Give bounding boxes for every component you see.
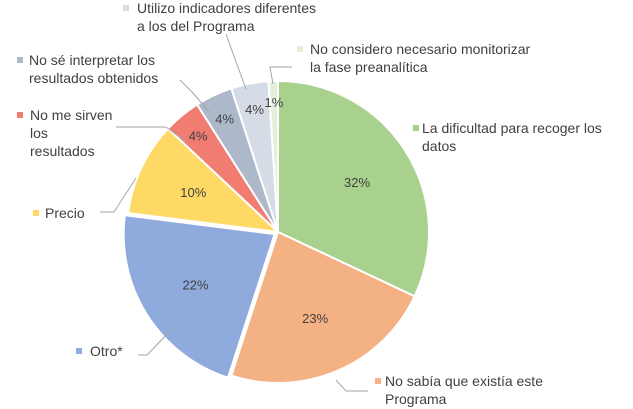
percent-labels: 32%23%22%10%4%4%4% 1% — [180, 95, 370, 326]
slice-label: No sabía que existía este Programa — [385, 373, 543, 407]
percent-label: 22% — [183, 277, 209, 292]
slice-label: Otro* — [90, 343, 123, 359]
label-marker — [413, 125, 419, 131]
percent-label: 4% — [245, 102, 264, 117]
leader-line — [225, 33, 247, 90]
label-marker — [123, 5, 129, 11]
leader-line — [138, 327, 174, 356]
slice-labels: La dificultad para recoger los datos No sa… — [17, 0, 602, 407]
slice-label: No sé interpretar los resultados obtenido… — [29, 52, 158, 86]
percent-label: 4% — [215, 112, 234, 127]
leader-line — [179, 79, 211, 114]
pie-slice — [267, 79, 279, 233]
percent-label: 1% — [265, 95, 284, 110]
label-marker — [76, 348, 82, 354]
leader-line — [335, 379, 368, 392]
percent-label: 32% — [344, 175, 370, 190]
label-marker — [375, 378, 381, 384]
pie-slice — [122, 214, 276, 380]
label-marker — [297, 46, 303, 52]
percent-label: 23% — [302, 311, 328, 326]
pie-slice — [230, 230, 416, 384]
pie-slice — [277, 79, 430, 298]
leader-line — [100, 177, 137, 213]
label-marker — [33, 210, 39, 216]
slice-label: No me sirven los resultados — [30, 107, 112, 159]
pie-slice — [127, 127, 281, 234]
label-marker — [17, 57, 23, 63]
slice-label: Utilizo indicadores diferentes a los del … — [137, 0, 316, 34]
label-marker — [17, 112, 23, 118]
slice-label: Precio — [45, 205, 85, 221]
slice-label: La dificultad para recoger los datos — [422, 120, 602, 154]
pie-slices — [122, 79, 430, 384]
slice-label: No considero necesario monitorizar la fas… — [310, 41, 531, 75]
leader-lines — [100, 33, 368, 392]
leader-line — [269, 66, 292, 85]
leader-line — [116, 126, 187, 143]
percent-label: 10% — [180, 185, 206, 200]
percent-label: 4% — [189, 128, 208, 143]
